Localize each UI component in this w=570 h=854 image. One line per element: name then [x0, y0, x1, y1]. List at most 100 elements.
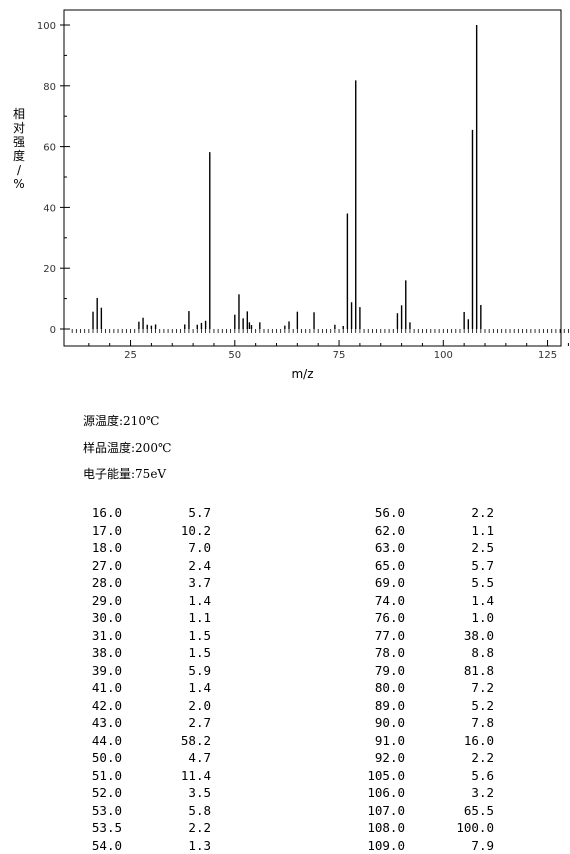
mz-value: 62.0	[375, 522, 405, 540]
table-row: 65.0 5.7	[355, 557, 494, 575]
intensity-value: 1.1	[188, 609, 211, 627]
intensity-value: 3.2	[471, 784, 494, 802]
mz-value: 16.0	[92, 504, 122, 522]
table-row: 89.0 5.2	[355, 697, 494, 715]
table-row: 109.0 7.9	[355, 837, 494, 854]
intensity-value: 7.8	[471, 714, 494, 732]
y-axis-label-char: 对	[13, 121, 25, 135]
mz-value: 65.0	[375, 557, 405, 575]
intensity-value: 5.7	[471, 557, 494, 575]
mz-value: 89.0	[375, 697, 405, 715]
y-tick-label: 0	[50, 325, 56, 336]
mz-value: 63.0	[375, 539, 405, 557]
intensity-value: 10.2	[181, 522, 211, 540]
mz-value: 105.0	[367, 767, 405, 785]
table-row: 105.0 5.6	[355, 767, 494, 785]
table-row: 17.0 10.2	[80, 522, 211, 540]
mz-value: 53.0	[92, 802, 122, 820]
intensity-value: 5.2	[471, 697, 494, 715]
table-row: 54.0 1.3	[80, 837, 211, 854]
intensity-value: 1.3	[188, 837, 211, 854]
intensity-value: 81.8	[464, 662, 494, 680]
mz-value: 27.0	[92, 557, 122, 575]
electron-energy: 电子能量:75eV	[83, 465, 166, 482]
table-row: 78.0 8.8	[355, 644, 494, 662]
intensity-value: 5.6	[471, 767, 494, 785]
table-row: 39.0 5.9	[80, 662, 211, 680]
y-axis-label-char: 强	[13, 135, 25, 149]
x-axis-label: m/z	[291, 367, 313, 381]
mz-value: 76.0	[375, 609, 405, 627]
intensity-value: 5.7	[188, 504, 211, 522]
y-tick-label: 80	[43, 82, 56, 93]
intensity-value: 7.2	[471, 679, 494, 697]
mz-value: 51.0	[92, 767, 122, 785]
mz-value: 69.0	[375, 574, 405, 592]
mz-value: 74.0	[375, 592, 405, 610]
y-tick-label: 100	[37, 21, 56, 32]
intensity-value: 5.9	[188, 662, 211, 680]
mz-value: 91.0	[375, 732, 405, 750]
x-tick-label: 50	[228, 350, 241, 361]
mz-value: 39.0	[92, 662, 122, 680]
mz-value: 17.0	[92, 522, 122, 540]
mz-value: 50.0	[92, 749, 122, 767]
intensity-value: 2.2	[188, 819, 211, 837]
source-temperature: 源温度:210℃	[83, 412, 159, 429]
intensity-value: 8.8	[471, 644, 494, 662]
intensity-value: 7.0	[188, 539, 211, 557]
mz-value: 53.5	[92, 819, 122, 837]
mz-value: 52.0	[92, 784, 122, 802]
intensity-value: 1.1	[471, 522, 494, 540]
intensity-value: 7.9	[471, 837, 494, 854]
table-row: 43.0 2.7	[80, 714, 211, 732]
sample-temperature: 样品温度:200℃	[83, 439, 171, 456]
table-row: 51.0 11.4	[80, 767, 211, 785]
mz-value: 43.0	[92, 714, 122, 732]
table-row: 92.0 2.2	[355, 749, 494, 767]
mz-value: 77.0	[375, 627, 405, 645]
intensity-value: 1.5	[188, 644, 211, 662]
mz-value: 78.0	[375, 644, 405, 662]
table-row: 62.0 1.1	[355, 522, 494, 540]
intensity-value: 2.7	[188, 714, 211, 732]
mz-value: 106.0	[367, 784, 405, 802]
intensity-value: 2.2	[471, 749, 494, 767]
table-row: 106.0 3.2	[355, 784, 494, 802]
intensity-value: 16.0	[464, 732, 494, 750]
y-axis-label-char: 度	[13, 148, 25, 163]
mz-value: 42.0	[92, 697, 122, 715]
y-tick-label: 60	[43, 143, 56, 154]
mz-value: 92.0	[375, 749, 405, 767]
y-axis-label-char: 相	[13, 107, 25, 121]
x-tick-label: 100	[434, 350, 453, 361]
y-tick-label: 40	[43, 203, 56, 214]
table-row: 16.0 5.7	[80, 504, 211, 522]
intensity-value: 11.4	[181, 767, 211, 785]
x-tick-label: 75	[333, 350, 346, 361]
mz-value: 54.0	[92, 837, 122, 854]
mz-value: 109.0	[367, 837, 405, 854]
y-axis-label-char: %	[13, 177, 24, 191]
intensity-value: 1.4	[188, 592, 211, 610]
intensity-value: 65.5	[464, 802, 494, 820]
